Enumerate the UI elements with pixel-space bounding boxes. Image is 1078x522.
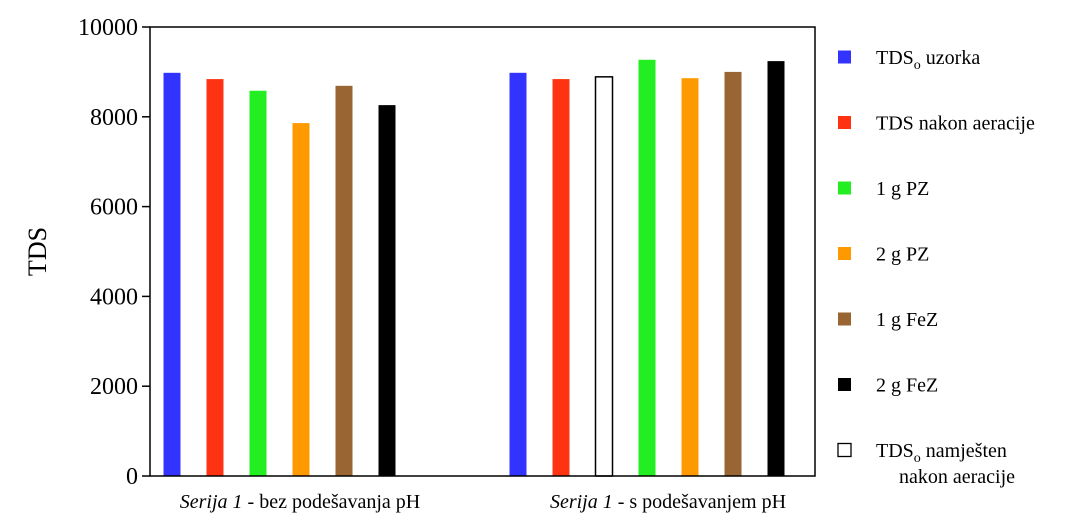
bar-pz1-group-2 — [638, 59, 656, 476]
legend-item-fez1: 1 g FeZ — [838, 309, 938, 331]
legend-label-fez2: 2 g FeZ — [876, 375, 938, 397]
y-tick-label: 2000 — [90, 374, 138, 400]
bar-fez1-group-2 — [724, 71, 742, 477]
bar-pz2-group-1 — [292, 123, 310, 476]
bar-fez1-group-1 — [335, 85, 353, 476]
legend-swatch-pz1 — [838, 181, 851, 195]
bar-pz1-group-1 — [249, 90, 267, 477]
plot-frame — [149, 26, 816, 477]
legend-item-tds0: TDSo uzorka — [838, 47, 980, 73]
legend: TDSo uzorka TDS nakon aeracije 1 g PZ 2 g P… — [837, 47, 1035, 488]
group-label-2: Serija 1 - s podešavanjem pH — [550, 491, 786, 513]
legend-swatch-tds0 — [838, 50, 851, 64]
bars — [163, 59, 785, 477]
bar-aer-group-2 — [552, 79, 570, 477]
legend-item-pz2: 2 g PZ — [838, 244, 929, 266]
bar-tds0-group-2 — [509, 72, 527, 476]
legend-label-tds0: TDSo uzorka — [876, 47, 980, 73]
y-axis-ticks: 0 2000 4000 6000 8000 10000 — [78, 15, 150, 490]
bar-pz2-group-2 — [681, 78, 699, 476]
bar-aer-group-1 — [206, 79, 224, 477]
legend-label-adj: TDSo namješten — [876, 440, 1007, 466]
bar-tds0-group-1 — [163, 72, 181, 476]
legend-label-pz2: 2 g PZ — [876, 244, 929, 266]
bar-fez2-group-2 — [767, 61, 785, 477]
legend-swatch-fez1 — [838, 312, 851, 326]
legend-label-aer: TDS nakon aeracije — [876, 113, 1035, 135]
legend-swatch-pz2 — [838, 247, 851, 260]
legend-label-pz1: 1 g PZ — [876, 178, 929, 200]
y-tick-label: 4000 — [90, 284, 138, 310]
legend-swatch-adj — [837, 442, 852, 458]
legend-label-fez1: 1 g FeZ — [876, 309, 938, 331]
bar-fez2-group-1 — [378, 105, 396, 476]
y-tick-label: 10000 — [78, 15, 138, 41]
legend-swatch-aer — [838, 116, 851, 129]
legend-label-adj-line2: nakon aeracije — [899, 466, 1015, 488]
y-tick-label: 6000 — [90, 195, 138, 221]
legend-swatch-fez2 — [838, 378, 851, 391]
group-label-1: Serija 1 - bez podešavanja pH — [180, 491, 421, 513]
bar-adj-group-2 — [594, 76, 614, 477]
group-labels: Serija 1 - bez podešavanja pH Serija 1 - … — [180, 491, 786, 513]
y-axis-title: TDS — [23, 227, 52, 276]
legend-item-pz1: 1 g PZ — [838, 178, 929, 200]
legend-item-fez2: 2 g FeZ — [838, 375, 938, 397]
y-tick-label: 8000 — [90, 105, 138, 131]
legend-item-aer: TDS nakon aeracije — [838, 113, 1035, 135]
y-tick-label: 0 — [126, 464, 138, 490]
